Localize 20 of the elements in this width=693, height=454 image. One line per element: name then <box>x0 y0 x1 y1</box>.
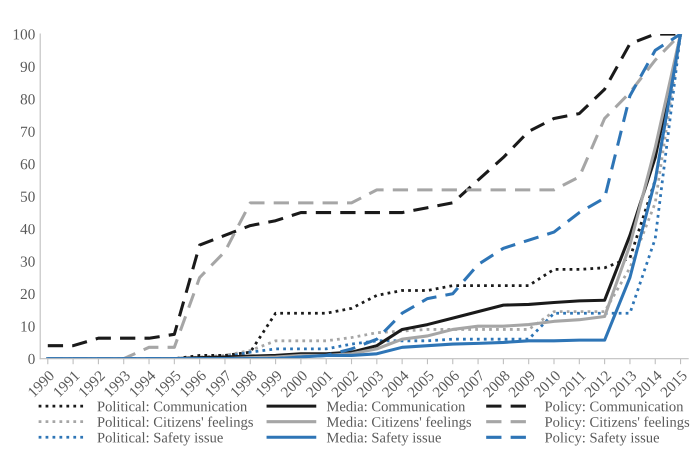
legend-label: Media: Safety issue <box>326 432 441 446</box>
legend-label: Political: Safety issue <box>97 432 223 446</box>
y-tick-label: 70 <box>21 126 35 137</box>
legend-label: Political: Communication <box>97 401 248 412</box>
y-tick-label: 0 <box>28 354 35 364</box>
y-tick-label: 50 <box>20 191 35 202</box>
y-tick-label: 20 <box>20 288 35 300</box>
y-tick-label: 100 <box>14 29 35 40</box>
y-tick-label: 60 <box>20 159 35 170</box>
y-tick-label: 80 <box>20 94 35 104</box>
y-tick-label: 30 <box>20 256 35 267</box>
legend-label: Policy: Safety issue <box>544 432 660 446</box>
legend-label: Media: Citizens' feelings <box>326 416 472 430</box>
y-tick-label: 10 <box>21 321 35 332</box>
legend-label: Political: Citizens' feelings <box>97 416 253 430</box>
legend-label: Media: Communication <box>326 401 466 412</box>
y-tick-label: 40 <box>20 224 35 234</box>
y-tick-label: 90 <box>20 62 35 72</box>
legend-label: Policy: Citizens' feelings <box>544 416 690 430</box>
legend-label: Policy: Communication <box>544 401 684 414</box>
